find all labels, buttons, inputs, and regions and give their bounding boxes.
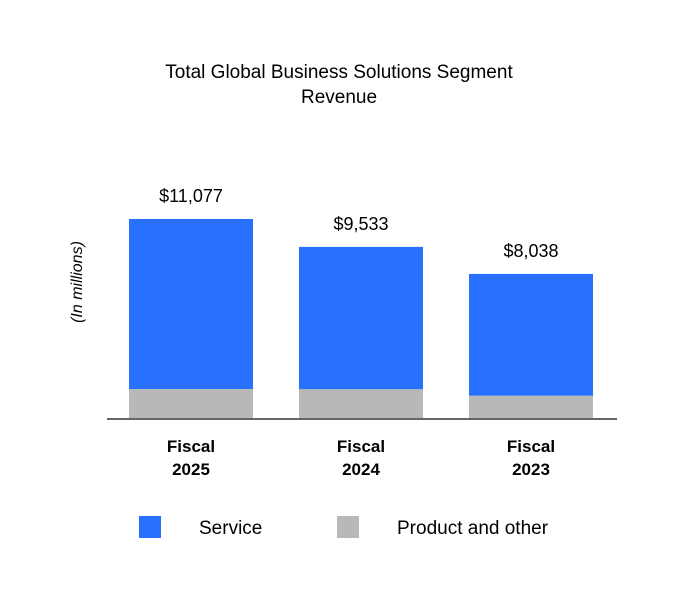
x-tick-label-fiscal-2024-line-2: 2024 <box>342 460 380 479</box>
legend-swatch-service <box>139 516 161 538</box>
x-tick-label-fiscal-2023-line-1: Fiscal <box>507 437 555 456</box>
total-labels: $11,077 $9,533 $8,038 <box>159 186 558 261</box>
bar-product-and-other-fiscal-2023 <box>469 395 593 419</box>
legend: Service Product and other <box>139 516 549 539</box>
x-tick-label-fiscal-2025-line-1: Fiscal <box>167 437 215 456</box>
bar-service-fiscal-2024 <box>299 246 423 390</box>
bar-product-and-other-fiscal-2025 <box>129 389 253 419</box>
legend-item-product-and-other: Product and other <box>337 516 549 539</box>
legend-label-product-and-other: Product and other <box>397 518 549 539</box>
bar-service-fiscal-2023 <box>469 273 593 396</box>
legend-label-service: Service <box>199 518 262 539</box>
bar-product-and-other-fiscal-2024 <box>299 389 423 419</box>
x-tick-label-fiscal-2023-line-2: 2023 <box>512 460 550 479</box>
chart-title-line-1: Total Global Business Solutions Segment <box>165 62 513 83</box>
x-tick-label-fiscal-2024-line-1: Fiscal <box>337 437 385 456</box>
total-label-fiscal-2023: $8,038 <box>503 241 558 261</box>
total-label-fiscal-2025: $11,077 <box>159 186 223 206</box>
x-tick-labels: Fiscal 2025 Fiscal 2024 Fiscal 2023 <box>167 437 555 479</box>
total-label-fiscal-2024: $9,533 <box>333 214 388 234</box>
legend-item-service: Service <box>139 516 262 539</box>
chart-title: Total Global Business Solutions Segment … <box>165 62 513 108</box>
y-axis-label: (In millions) <box>69 241 86 323</box>
bars <box>129 219 593 419</box>
chart-title-line-2: Revenue <box>301 87 377 108</box>
bar-service-fiscal-2025 <box>129 219 253 389</box>
legend-swatch-product-and-other <box>337 516 359 538</box>
x-tick-label-fiscal-2025-line-2: 2025 <box>172 460 210 479</box>
